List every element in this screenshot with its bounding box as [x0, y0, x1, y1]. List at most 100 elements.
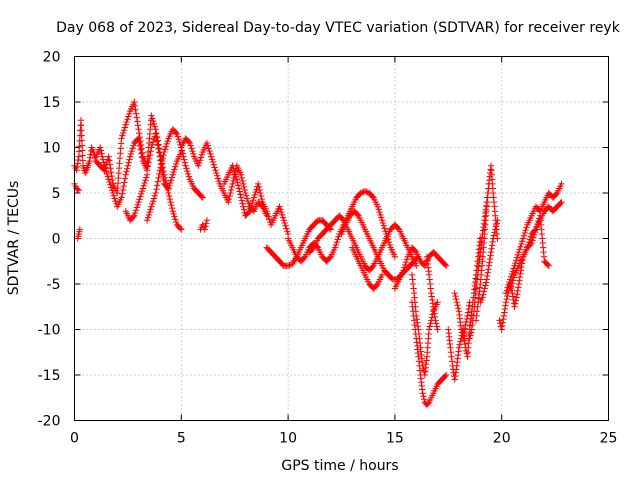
data-point	[558, 180, 565, 188]
data-point	[136, 196, 143, 203]
data-point	[197, 154, 205, 161]
data-point	[416, 339, 424, 347]
data-point	[143, 174, 150, 181]
x-tick-label: 5	[177, 431, 186, 447]
data-point	[451, 376, 458, 383]
data-point	[103, 170, 111, 178]
data-point	[496, 317, 503, 324]
data-point	[462, 318, 470, 326]
data-point	[135, 198, 142, 206]
data-point	[132, 207, 140, 214]
data-point	[402, 258, 410, 266]
data-point	[237, 171, 245, 178]
data-point	[119, 186, 127, 194]
data-point	[523, 224, 530, 231]
data-point	[91, 154, 99, 162]
data-point	[277, 206, 284, 213]
data-point	[521, 229, 528, 237]
data-point	[452, 292, 459, 300]
data-point	[448, 358, 456, 365]
data-point	[201, 226, 208, 233]
data-point	[245, 209, 252, 216]
data-point	[231, 167, 238, 175]
data-point	[106, 157, 113, 164]
series-track-22	[472, 162, 501, 324]
y-tick-label: -5	[47, 277, 61, 293]
data-point	[373, 281, 380, 289]
data-point	[463, 350, 471, 357]
data-point	[249, 197, 257, 204]
data-point	[108, 172, 115, 180]
data-point	[110, 192, 118, 199]
data-point	[128, 147, 135, 155]
data-point	[145, 159, 152, 166]
data-point	[202, 223, 209, 230]
data-point	[184, 170, 192, 178]
data-point	[375, 206, 382, 213]
data-point	[142, 177, 149, 184]
data-point	[512, 300, 519, 307]
data-point	[124, 116, 131, 123]
data-point	[378, 217, 386, 224]
x-axis-label: GPS time / hours	[281, 458, 398, 474]
data-point	[414, 319, 421, 326]
data-point	[502, 302, 509, 309]
data-point	[230, 177, 237, 185]
data-point	[75, 187, 82, 194]
data-point	[149, 138, 157, 146]
data-point	[106, 161, 114, 168]
data-point	[137, 193, 144, 200]
data-point	[429, 296, 436, 304]
data-point	[509, 289, 516, 297]
data-point	[452, 295, 460, 303]
data-point	[334, 236, 341, 243]
data-point	[160, 151, 167, 159]
data-point	[146, 208, 153, 216]
data-point	[231, 170, 239, 178]
data-point	[473, 308, 481, 315]
data-point	[254, 180, 262, 188]
data-point	[276, 203, 283, 210]
data-point	[112, 197, 119, 205]
y-tick-label: -10	[38, 323, 61, 339]
data-point	[251, 191, 258, 199]
data-point	[185, 138, 192, 146]
data-point	[455, 305, 462, 312]
data-point	[236, 188, 243, 195]
data-point	[502, 289, 510, 297]
data-point	[151, 192, 159, 199]
tick-labels: 0 5 10 15 20 25 -20 -15 -10 -5 0 5 10 15 20	[38, 50, 618, 447]
data-point	[428, 289, 435, 297]
series-track-25	[502, 180, 565, 297]
data-point	[125, 110, 133, 118]
data-point	[430, 306, 438, 314]
data-point	[413, 312, 420, 320]
data-point	[426, 280, 434, 288]
data-point	[198, 151, 206, 158]
data-point	[138, 150, 145, 157]
data-point	[480, 288, 488, 295]
data-point	[118, 135, 125, 142]
series-track-3	[74, 226, 84, 242]
data-point	[240, 180, 247, 188]
data-point	[156, 167, 164, 174]
data-point	[429, 300, 437, 307]
data-point	[153, 186, 160, 193]
data-point	[256, 186, 263, 194]
data-point	[522, 227, 529, 234]
data-point	[135, 135, 142, 142]
data-point	[518, 240, 525, 248]
data-point	[442, 262, 450, 269]
data-point	[518, 263, 525, 271]
data-point	[241, 186, 248, 194]
data-point	[154, 178, 162, 185]
data-point	[240, 183, 248, 191]
data-point	[111, 195, 118, 202]
data-point	[134, 201, 141, 209]
x-tick-label: 0	[70, 431, 79, 447]
data-point	[172, 216, 179, 223]
data-point	[122, 121, 129, 128]
data-point	[237, 194, 245, 201]
x-tick-label: 10	[279, 431, 297, 447]
data-point	[361, 187, 369, 195]
